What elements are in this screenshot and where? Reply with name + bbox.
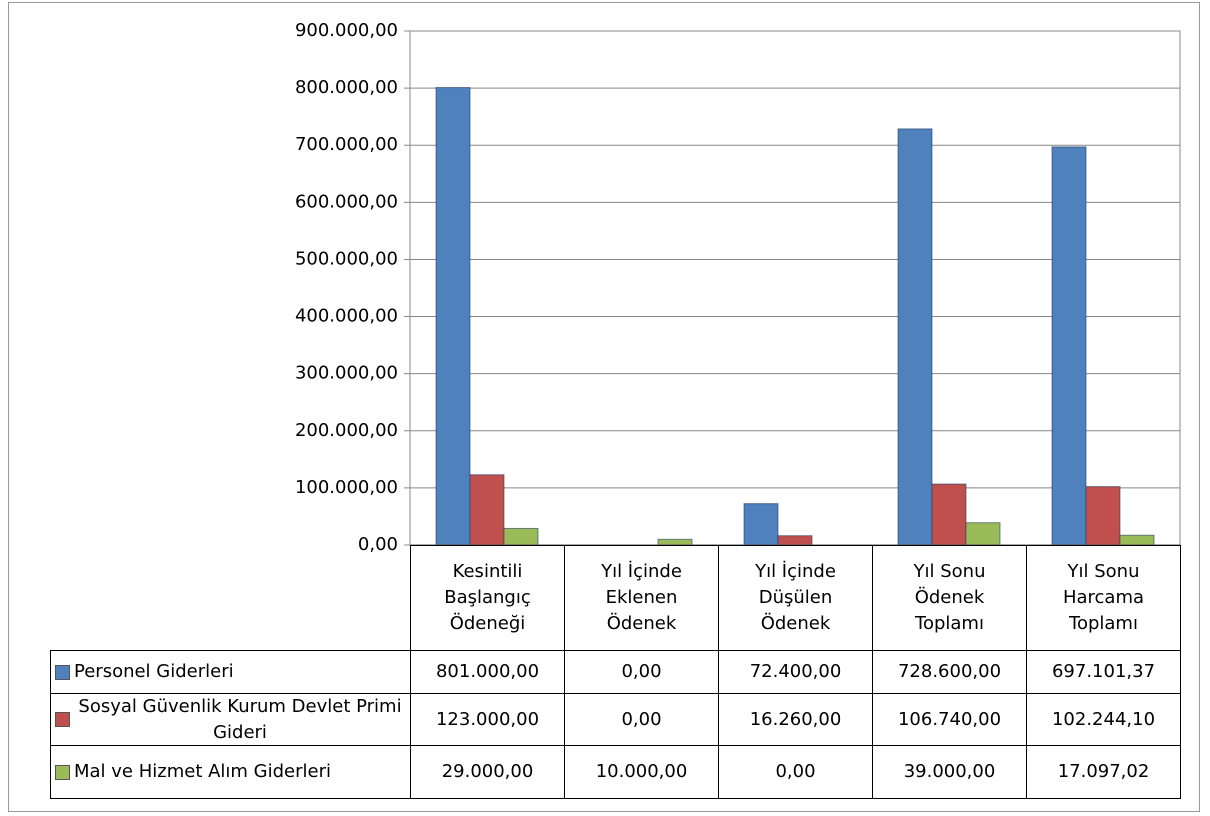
legend-swatch (55, 664, 70, 680)
y-tick-label: 500.000,00 (295, 248, 398, 269)
table-value: 102.244,10 (1026, 693, 1181, 746)
table-value: 123.000,00 (410, 693, 565, 746)
bar (435, 87, 471, 546)
table-value: 106.740,00 (872, 693, 1027, 746)
y-tick-label: 400.000,00 (295, 306, 398, 327)
table-value: 0,00 (564, 650, 719, 694)
table-value: 39.000,00 (872, 745, 1027, 799)
table-value: 728.600,00 (872, 650, 1027, 694)
bar (1119, 534, 1155, 546)
y-tick-label: 900.000,00 (295, 20, 398, 41)
table-value: 801.000,00 (410, 650, 565, 694)
legend-label: Mal ve Hizmet Alım Giderleri (74, 761, 332, 782)
y-tick-label: 600.000,00 (295, 191, 398, 212)
legend-swatch (55, 712, 70, 727)
bar (897, 128, 933, 546)
table-value: 10.000,00 (564, 745, 719, 799)
bar (1051, 146, 1087, 546)
table-value: 16.260,00 (718, 693, 873, 746)
y-tick-label: 100.000,00 (295, 477, 398, 498)
table-value: 29.000,00 (410, 745, 565, 799)
y-tick-label: 200.000,00 (295, 420, 398, 441)
y-tick-label: 300.000,00 (295, 363, 398, 384)
legend-cell: Mal ve Hizmet Alım Giderleri (50, 745, 411, 799)
bar (931, 483, 967, 546)
bar (469, 474, 505, 546)
y-tick-label: 0,00 (358, 534, 398, 555)
category-label: Yıl Sonu Harcama Toplamı (1026, 545, 1181, 651)
legend-swatch (55, 764, 70, 780)
table-value: 0,00 (564, 693, 719, 746)
category-label: Yıl Sonu Ödenek Toplamı (872, 545, 1027, 651)
y-tick-label: 800.000,00 (295, 77, 398, 98)
legend-label: Personel Giderleri (74, 661, 234, 682)
bar (777, 535, 813, 546)
legend-label: Sosyal Güvenlik Kurum Devlet Primi Gider… (78, 695, 402, 743)
bar (965, 522, 1001, 546)
table-value: 17.097,02 (1026, 745, 1181, 799)
chart-frame (8, 2, 1200, 812)
legend-cell: Sosyal Güvenlik Kurum Devlet Primi Gider… (50, 693, 411, 746)
bar (503, 527, 539, 546)
legend-cell: Personel Giderleri (50, 650, 411, 694)
category-label: Yıl İçinde Eklenen Ödenek (564, 545, 719, 651)
table-value: 697.101,37 (1026, 650, 1181, 694)
category-label: Yıl İçinde Düşülen Ödenek (718, 545, 873, 651)
bar (743, 503, 779, 546)
y-tick-label: 700.000,00 (295, 134, 398, 155)
table-value: 72.400,00 (718, 650, 873, 694)
bar (1085, 486, 1121, 546)
category-label: Kesintili Başlangıç Ödeneği (410, 545, 565, 651)
table-value: 0,00 (718, 745, 873, 799)
